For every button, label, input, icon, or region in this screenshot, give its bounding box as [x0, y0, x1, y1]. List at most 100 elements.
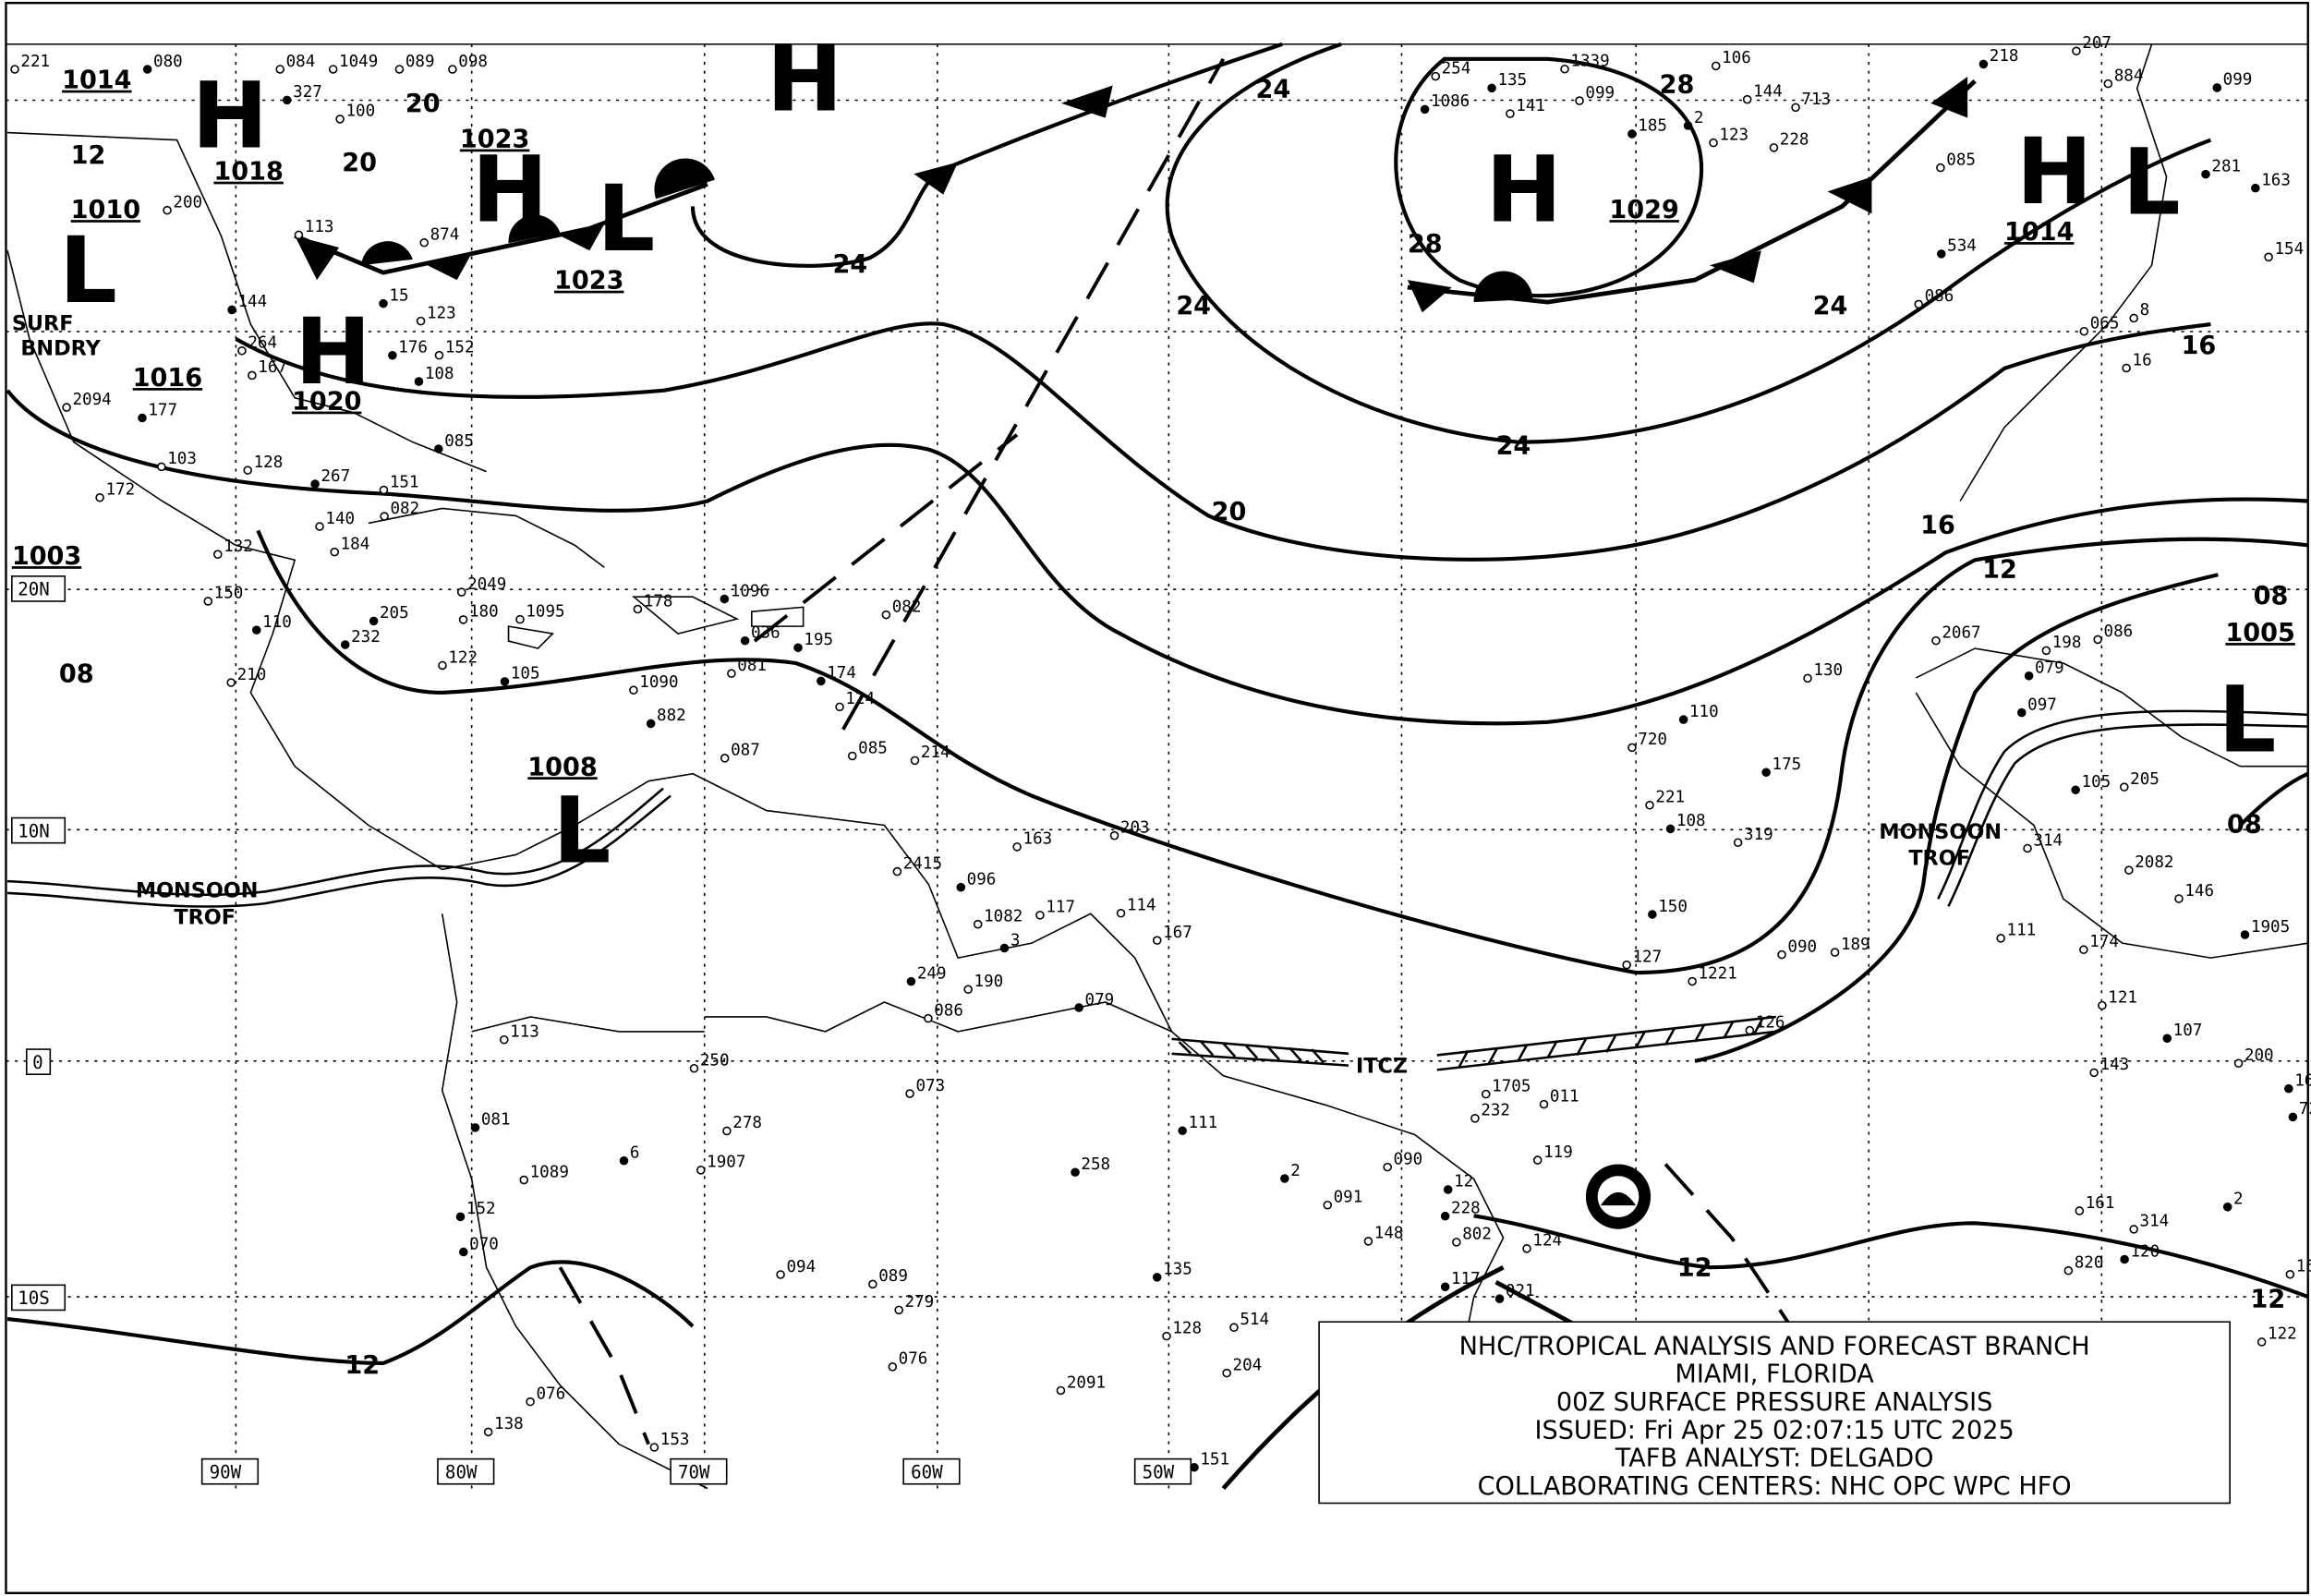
coastlines	[6, 43, 2308, 1490]
title-block: NHC/TROPICAL ANALYSIS AND FORECAST BRANC…	[1318, 1321, 2231, 1505]
station-pressure: 128	[254, 453, 284, 472]
station-marker	[369, 616, 379, 626]
station-pressure: 1907	[707, 1154, 745, 1172]
station-marker	[1152, 1273, 1162, 1282]
station-pressure: 124	[1532, 1232, 1562, 1251]
station-pressure: 2049	[467, 575, 506, 594]
station-marker	[1539, 1099, 1549, 1109]
station-pressure: 081	[481, 1111, 511, 1130]
low-center: L	[59, 218, 117, 324]
station-marker	[340, 640, 350, 649]
station-marker	[157, 462, 166, 472]
station-pressure: 103	[167, 450, 197, 468]
station-marker	[720, 594, 730, 604]
station-marker	[619, 1155, 629, 1166]
isobar-label: 12	[345, 1351, 380, 1380]
station-marker	[1791, 103, 1800, 113]
station-pressure: 098	[458, 53, 488, 71]
station-marker	[226, 678, 236, 687]
low-center: L	[552, 778, 611, 884]
low-center: L	[2218, 668, 2276, 774]
station-pressure: 327	[293, 83, 322, 102]
monsoon-trough-label: MONSOON	[1879, 820, 2002, 844]
station-marker	[881, 610, 891, 620]
station-marker	[1470, 1114, 1480, 1123]
station-marker	[526, 1396, 535, 1407]
station-marker	[835, 702, 844, 712]
station-pressure: 164	[2294, 1072, 2311, 1091]
station-marker	[1280, 1174, 1289, 1183]
station-pressure: 1096	[731, 582, 769, 600]
surface-boundary-label: BNDRY	[20, 337, 101, 361]
isobar-label: 12	[71, 141, 106, 170]
station-pressure: 16	[2133, 351, 2152, 369]
station-pressure: 176	[398, 339, 428, 357]
station-marker	[1936, 163, 1945, 173]
station-marker	[892, 866, 902, 877]
station-marker	[2212, 83, 2222, 92]
station-pressure: 189	[1841, 936, 1870, 954]
station-marker	[1178, 1126, 1187, 1136]
station-marker	[2063, 1265, 2074, 1276]
station-marker	[388, 351, 397, 360]
station-marker	[776, 1270, 785, 1279]
station-marker	[1627, 129, 1637, 139]
lat-label: 10N	[18, 820, 50, 841]
station-pressure: 144	[237, 293, 267, 311]
isobar-label: 16	[1920, 512, 1955, 540]
station-marker	[1506, 109, 1515, 118]
station-marker	[163, 205, 172, 215]
station-pressure: 084	[286, 53, 316, 71]
station-marker	[414, 377, 424, 386]
station-marker	[633, 604, 643, 614]
station-pressure: 011	[1550, 1087, 1579, 1106]
station-pressure: 2	[1290, 1162, 1301, 1180]
station-pressure: 117	[1451, 1270, 1481, 1288]
isobar-label: 20	[342, 149, 377, 177]
station-pressure: 884	[2114, 66, 2144, 85]
station-pressure: 1221	[1699, 964, 1737, 983]
station-marker	[10, 65, 19, 74]
station-pressure: 178	[644, 592, 673, 611]
station-marker	[275, 65, 285, 74]
station-pressure: 123	[1719, 126, 1748, 144]
station-pressure: 2091	[1067, 1373, 1106, 1392]
station-marker	[1645, 801, 1654, 810]
pressure-value: 1010	[71, 196, 140, 224]
station-pressure: 174	[827, 664, 856, 683]
low-center: L	[2123, 129, 2181, 236]
station-marker	[1688, 976, 1697, 986]
station-pressure: 1705	[1492, 1077, 1531, 1095]
station-marker	[1769, 143, 1779, 152]
station-pressure: 081	[737, 657, 767, 675]
station-pressure: 534	[1947, 237, 1977, 256]
station-marker	[438, 660, 447, 671]
station-marker	[2079, 945, 2088, 955]
station-pressure: 111	[1189, 1114, 1218, 1132]
lon-label: 80W	[445, 1461, 478, 1482]
station-pressure: 097	[2027, 695, 2057, 714]
station-marker	[1648, 910, 1657, 919]
station-pressure: 122	[2268, 1325, 2297, 1344]
station-pressure: 177	[148, 401, 177, 419]
station-marker	[894, 1305, 903, 1315]
station-pressure: 167	[258, 358, 287, 377]
feature-labels: MONSOON TROF MONSOON TROF ITCZ SURF BNDR…	[12, 311, 2002, 1078]
station-marker	[500, 677, 510, 686]
pressure-value: 1023	[460, 126, 529, 154]
station-pressure: 221	[20, 53, 50, 71]
station-pressure: 314	[2033, 831, 2063, 850]
station-pressure: 099	[2223, 71, 2253, 90]
station-pressure: 079	[1085, 991, 1115, 1010]
station-marker	[379, 485, 389, 495]
station-pressure: 161	[2086, 1194, 2115, 1213]
station-pressure: 152	[466, 1200, 496, 1218]
station-marker	[1487, 83, 1496, 93]
station-marker	[243, 466, 252, 475]
station-pressure: 221	[1655, 789, 1685, 807]
station-marker	[999, 943, 1010, 953]
station-pressure: 228	[1451, 1200, 1481, 1218]
station-pressure: 264	[248, 334, 277, 353]
station-marker	[2222, 1202, 2232, 1212]
lon-label: 60W	[911, 1461, 943, 1482]
